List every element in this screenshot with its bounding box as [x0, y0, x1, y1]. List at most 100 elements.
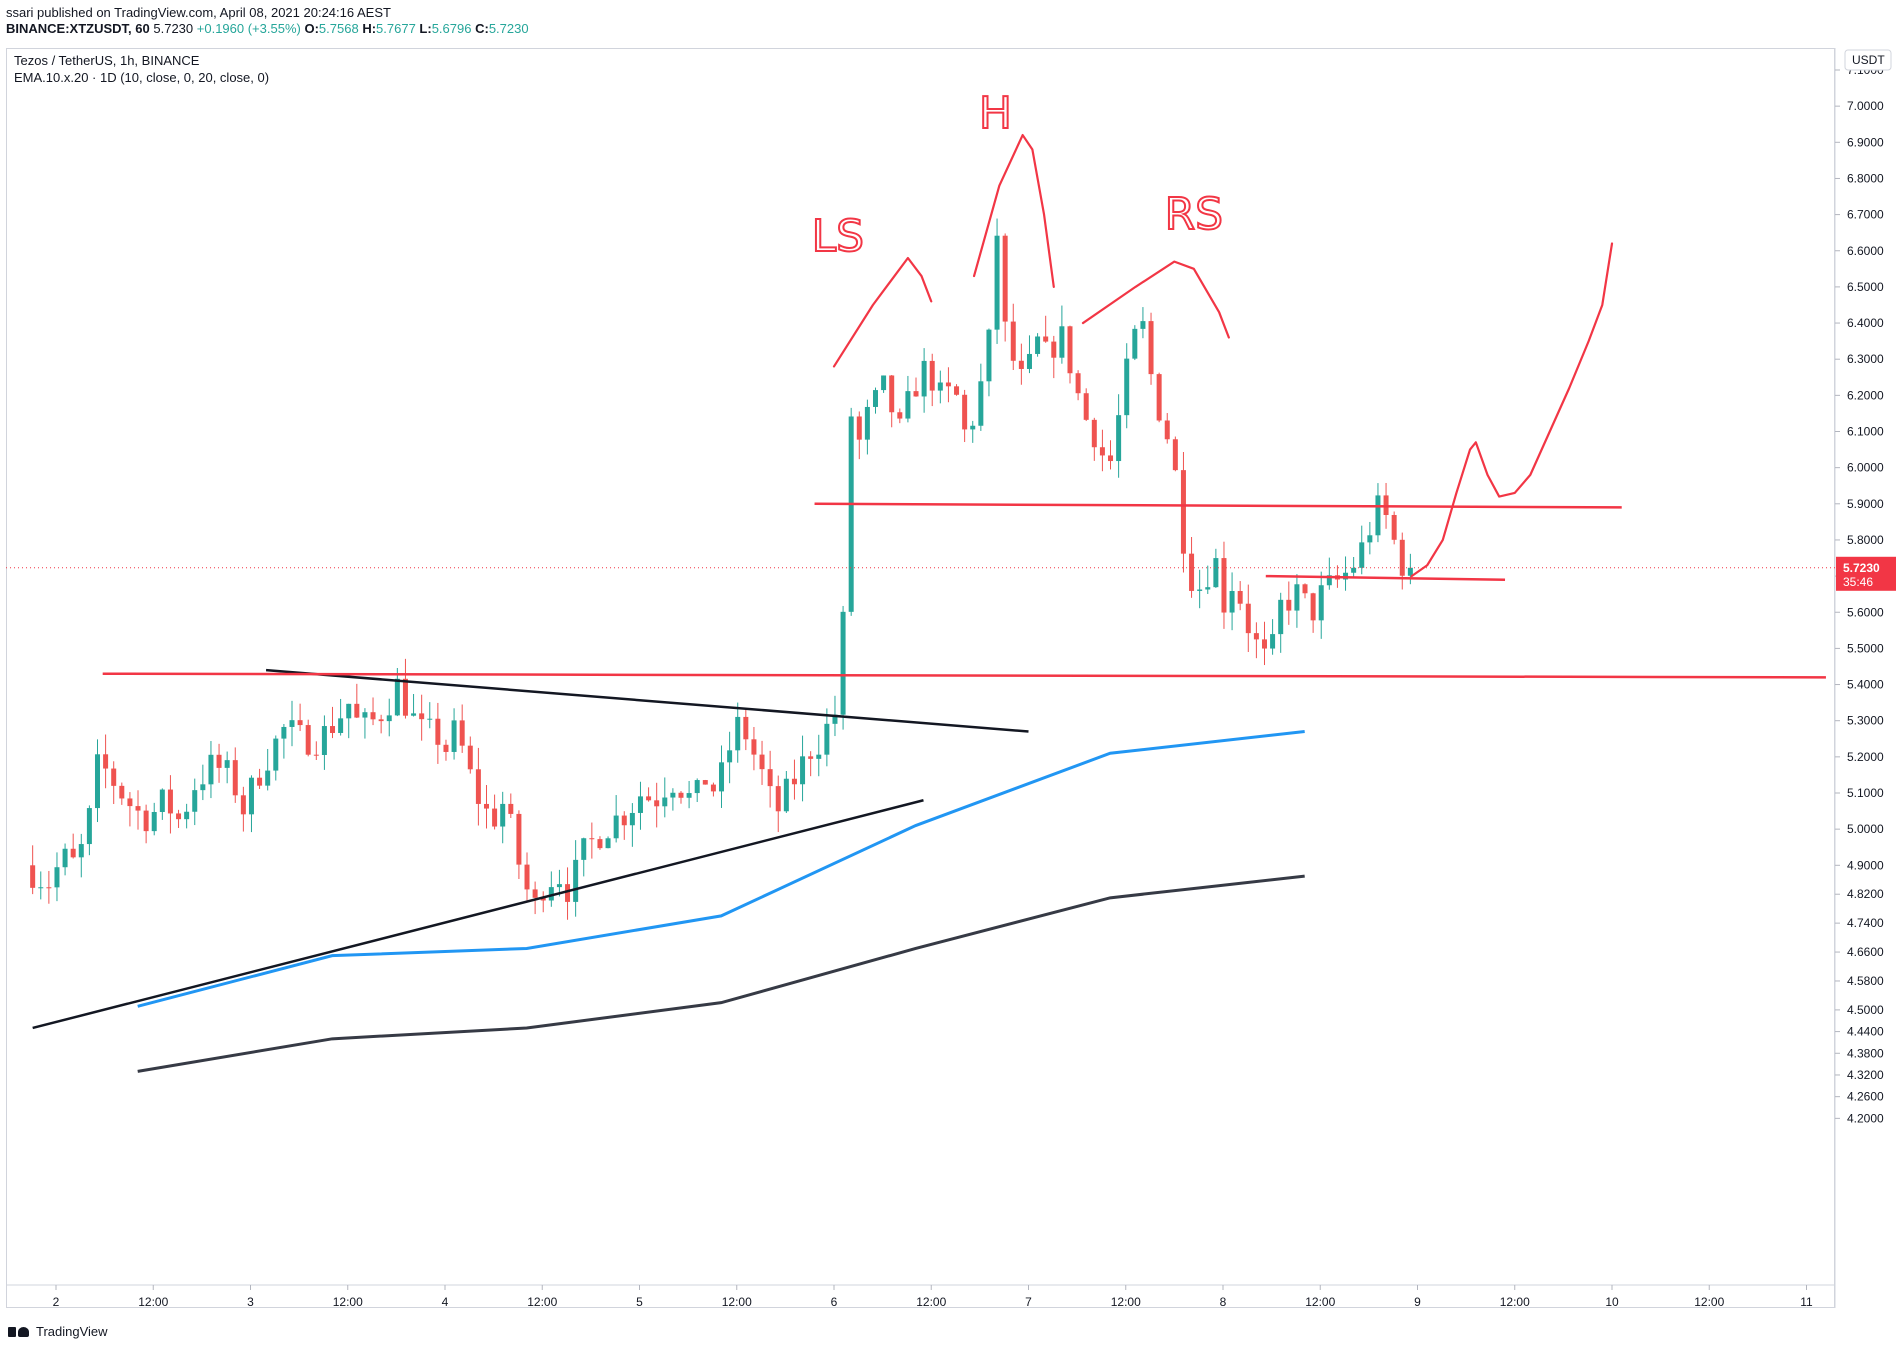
- price-tick-label: 5.8000: [1847, 533, 1884, 547]
- price-tick-label: 7.0000: [1847, 99, 1884, 113]
- candle-up: [662, 797, 668, 807]
- pattern-label: LS: [812, 211, 864, 262]
- trendline: [32, 799, 924, 1030]
- tradingview-logo-icon: [8, 1325, 30, 1339]
- candle-up: [881, 375, 887, 391]
- price-axis: 7.10007.00006.90006.80006.70006.60006.50…: [1834, 48, 1892, 1308]
- candle-up: [1035, 336, 1041, 354]
- currency-box: [1844, 49, 1892, 71]
- candle-down: [646, 796, 652, 801]
- candle-down: [313, 754, 319, 756]
- candle-up: [394, 678, 400, 716]
- candle-up: [38, 887, 44, 889]
- candle-up: [629, 812, 635, 826]
- candle-down: [257, 777, 263, 786]
- candle-down: [759, 754, 765, 770]
- price-tick-label: 6.6000: [1847, 244, 1884, 258]
- candle-up: [832, 714, 838, 724]
- candle-down: [1302, 584, 1308, 594]
- bar-countdown-label: 35:46: [1843, 575, 1873, 589]
- candle-down: [1391, 514, 1397, 540]
- candle-down: [1253, 633, 1259, 640]
- candle-down: [402, 678, 408, 716]
- price-tick-label: 5.6000: [1847, 605, 1884, 619]
- candle-up: [1294, 584, 1300, 611]
- freehand-sketch: [1410, 242, 1614, 578]
- candle-up: [62, 848, 68, 868]
- time-tick-label: 9: [1414, 1295, 1421, 1309]
- candle-down: [370, 712, 376, 720]
- price-tick-label: 5.5000: [1847, 641, 1884, 655]
- brand-label: TradingView: [36, 1324, 108, 1339]
- candle-up: [824, 723, 830, 755]
- candle-down: [1245, 603, 1251, 634]
- horizontal-level-line: [814, 502, 1622, 509]
- footer-brand: TradingView: [8, 1324, 108, 1339]
- candle-up: [727, 750, 733, 763]
- candle-up: [986, 329, 992, 382]
- time-tick-label: 8: [1220, 1295, 1227, 1309]
- price-tick-label: 5.0000: [1847, 822, 1884, 836]
- current-price-label: 5.7230: [1843, 561, 1880, 575]
- candle-down: [459, 720, 465, 746]
- open-value: 5.7568: [318, 21, 359, 36]
- candle-up: [694, 780, 700, 794]
- candle-down: [751, 739, 757, 755]
- candle-down: [143, 810, 149, 832]
- candle-up: [1318, 585, 1324, 621]
- candle-up: [548, 887, 554, 901]
- candle-up: [94, 754, 100, 809]
- candle-up: [411, 713, 417, 716]
- candle-up: [1213, 558, 1219, 588]
- symbol-ohlc-line: BINANCE:XTZUSDT, 60 5.7230 +0.1960 (+3.5…: [6, 21, 529, 36]
- candle-up: [265, 770, 271, 786]
- time-tick-label: 12:00: [722, 1295, 752, 1309]
- candle-down: [954, 386, 960, 395]
- candle-up: [670, 792, 676, 798]
- candle-up: [556, 884, 562, 888]
- price-tick-label: 4.5000: [1847, 1003, 1884, 1017]
- candle-down: [524, 864, 530, 890]
- candle-down: [929, 360, 935, 391]
- candle-down: [297, 720, 303, 726]
- candle-up: [184, 811, 190, 820]
- candle-down: [962, 394, 968, 430]
- candle-up: [864, 406, 870, 440]
- price-tick-label: 5.3000: [1847, 714, 1884, 728]
- time-tick-label: 12:00: [527, 1295, 557, 1309]
- candle-up: [1359, 542, 1365, 568]
- candle-up: [783, 778, 789, 812]
- candle-up: [224, 760, 230, 768]
- last-price: 5.7230: [153, 21, 194, 36]
- candle-down: [70, 848, 76, 858]
- candle-down: [354, 703, 360, 718]
- candle-up: [637, 796, 643, 813]
- candle-down: [435, 718, 441, 745]
- candle-up: [1367, 535, 1373, 543]
- candle-up: [208, 754, 214, 785]
- price-tick-label: 4.3800: [1847, 1046, 1884, 1060]
- time-tick-label: 5: [636, 1295, 643, 1309]
- candle-down: [532, 889, 538, 898]
- candle-up: [1197, 589, 1203, 591]
- candle-up: [1132, 328, 1138, 359]
- chart-title: Tezos / TetherUS, 1h, BINANCE: [14, 53, 200, 68]
- publish-line: ssari published on TradingView.com, Apri…: [6, 5, 391, 20]
- candle-down: [508, 803, 514, 814]
- candle-up: [686, 793, 692, 798]
- price-tick-label: 4.4400: [1847, 1025, 1884, 1039]
- candle-down: [1286, 599, 1292, 611]
- candle-up: [848, 416, 854, 612]
- current-price-box: [1836, 556, 1896, 591]
- candle-up: [735, 716, 741, 751]
- price-tick-label: 4.7400: [1847, 916, 1884, 930]
- candle-down: [330, 726, 336, 733]
- pattern-label: H: [979, 88, 1012, 139]
- close-label: C:: [475, 21, 489, 36]
- candle-up: [872, 390, 878, 407]
- candle-up: [248, 777, 254, 815]
- candle-down: [1043, 336, 1049, 342]
- candle-down: [856, 416, 862, 440]
- price-change: +0.1960 (+3.55%): [196, 21, 301, 36]
